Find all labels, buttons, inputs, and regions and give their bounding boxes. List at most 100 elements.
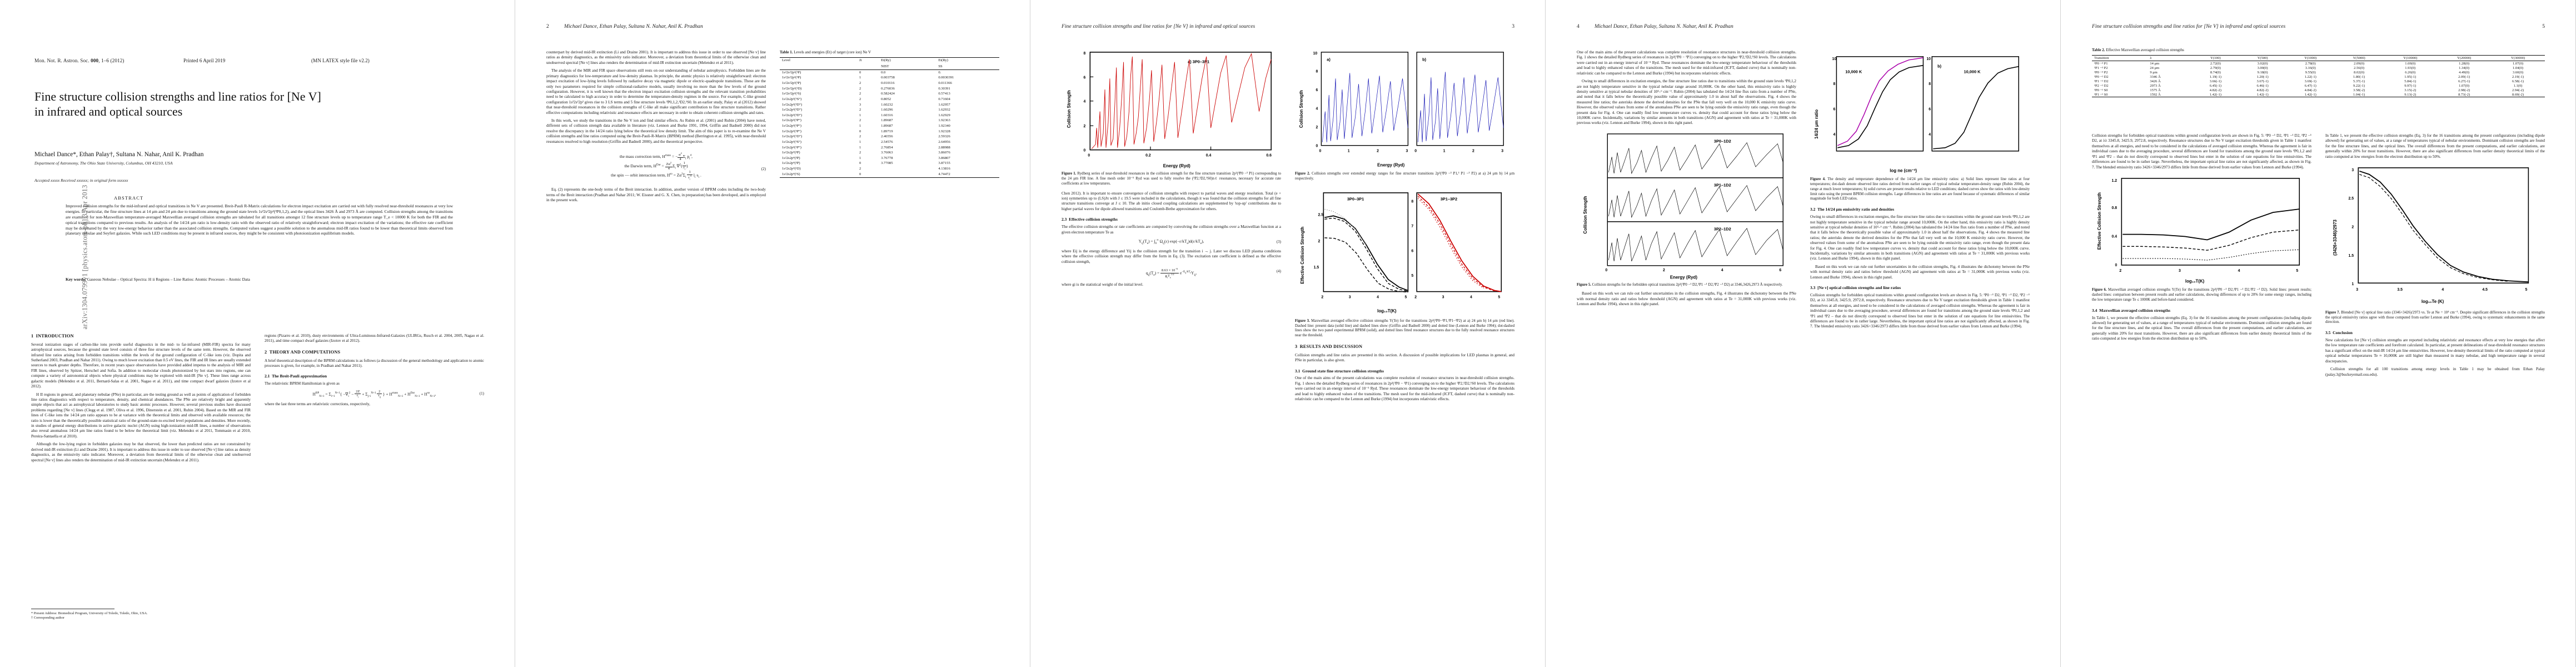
svg-text:1.5: 1.5 bbox=[1314, 266, 1319, 270]
svg-text:0.8: 0.8 bbox=[2112, 206, 2117, 210]
table1-cell-jt: 2 bbox=[859, 86, 861, 91]
page-2: 2 Michael Dance, Ethan Palay, Sultana N.… bbox=[515, 0, 1030, 667]
table1-cell-nist bbox=[879, 172, 936, 177]
table2-cell: 9.18(0) bbox=[2257, 70, 2268, 74]
table2-cell: 1.19(-1) bbox=[2209, 74, 2221, 79]
table2-cell: 1.42(-1) bbox=[2256, 92, 2269, 97]
table1-cell-nist: 3.77085 bbox=[881, 161, 893, 166]
table2-cell: 1575 Å bbox=[2150, 88, 2161, 92]
page2-column-right: Table 1. Levels and energies (Et) of tar… bbox=[780, 50, 999, 178]
svg-text:10: 10 bbox=[1832, 57, 1837, 61]
running-head: Fine structure collision strengths and l… bbox=[1062, 23, 1255, 29]
paragraph: Owing to small differences in excitation… bbox=[1810, 215, 2030, 261]
svg-text:2: 2 bbox=[1377, 150, 1379, 153]
fig4-ylabel: 14/24 μm ratio bbox=[1814, 109, 1819, 139]
table-row: ³P1 −¹ S0 1592 Å 1.42(-1) 1.42(-1) 1.42(-1) 1… bbox=[2092, 92, 2545, 97]
paragraph: Although the low-lying region in forbidd… bbox=[31, 442, 251, 462]
svg-text:0: 0 bbox=[1414, 150, 1417, 153]
table2-cell: 4.49(0) bbox=[2459, 70, 2470, 74]
table2-cell: 1.42(-1) bbox=[2304, 92, 2316, 97]
table1-cell-ss: 0.30391 bbox=[938, 86, 950, 91]
table2-cell: 5.37(-1) bbox=[2353, 79, 2365, 83]
table1-sub-0 bbox=[780, 64, 857, 70]
journal-reference: Mon. Not. R. Astron. Soc. 000, 1–6 (2012… bbox=[34, 58, 124, 63]
paragraph: In Table 1, we present the effective col… bbox=[2092, 315, 2311, 341]
table2-cell: 4.82(-2) bbox=[2256, 88, 2269, 92]
svg-text:2: 2 bbox=[1414, 295, 1417, 299]
table1-cell-level: 1s²2s2p³(¹D°) bbox=[782, 135, 803, 139]
fig2-ylabel: Collision Strength bbox=[1299, 90, 1304, 128]
table1-cell-nist bbox=[879, 167, 936, 172]
table2-cell: 1.07(0) bbox=[2513, 61, 2524, 66]
equation-tag: (4) bbox=[1276, 268, 1281, 273]
table1-cell-nist: 2.76854 bbox=[881, 145, 893, 150]
table2-cell: 9 μm bbox=[2150, 70, 2158, 74]
figure-2: Collision Strength Energy (Ryd) a) b) 0 1… bbox=[1295, 46, 1514, 182]
svg-text:6: 6 bbox=[1084, 76, 1086, 79]
table2-cell: 8.69(-2) bbox=[2512, 92, 2524, 97]
table1-cell-level: 1s²2s2p³(³P°) bbox=[782, 118, 801, 123]
latex-class-version: (MN LATEX style file v2.2) bbox=[311, 58, 370, 63]
subsection-heading-breit-pauli: 2.1 The Breit-Pauli approximation bbox=[265, 374, 327, 379]
fig4-plot: 14/24 μm ratio log ne (cm⁻³) b) 10,000 K… bbox=[1810, 51, 2030, 177]
svg-text:1: 1 bbox=[1348, 150, 1350, 153]
running-head: Fine structure collision strengths and l… bbox=[2092, 23, 2286, 29]
table1-cell-nist: 2.54576 bbox=[881, 140, 893, 144]
page-3: Fine structure collision strengths and l… bbox=[1030, 0, 1546, 667]
paragraph: One of the main aims of the present calc… bbox=[1295, 376, 1514, 402]
subsection-heading-conclusion: 3.5 Conclusion bbox=[2325, 330, 2353, 336]
svg-text:2: 2 bbox=[1318, 240, 1320, 243]
svg-text:6: 6 bbox=[1316, 88, 1318, 92]
table2-cell: 6.45(-1) bbox=[2209, 83, 2221, 88]
svg-text:0: 0 bbox=[1319, 150, 1321, 153]
subsection-heading-optical: 3.3 [Ne v] optical collision strengths a… bbox=[1810, 285, 1901, 291]
fig6-ylabel: Effective Collision Strength bbox=[2097, 192, 2102, 250]
table1-cell-ss: 1.92340 bbox=[938, 124, 950, 128]
table2-cell: 2.09(-1) bbox=[2458, 74, 2470, 79]
running-head: Michael Dance, Ethan Palay, Sultana N. N… bbox=[1595, 23, 1733, 29]
table-subheader-row: NIST SS bbox=[780, 64, 999, 70]
table2-cell: ³P1 −¹ S0 bbox=[2094, 92, 2108, 97]
paragraph: New calculations for [Ne v] collision st… bbox=[2325, 338, 2545, 364]
svg-text:7: 7 bbox=[1411, 225, 1413, 228]
table1-cell-ss: 4.74472 bbox=[938, 172, 950, 176]
table-row: 1s²2s2p⁴(³P) 1 3.76778 3.86807 bbox=[780, 156, 999, 161]
table2-cell: ³P1 −³ P2 bbox=[2094, 66, 2108, 70]
table1-cell-level: 1s²2s2p³(¹P°) bbox=[782, 145, 801, 150]
table-row: ³P0 −¹ D2 3346 Å 1.19(-1) 1.20(-1) 1.22(-1) 1… bbox=[2092, 74, 2545, 79]
table2-cell: 1.28(0) bbox=[2459, 61, 2470, 66]
table-row: ³P1 −³ P2 24 μm 2.79(0) 3.00(0) 3.16(0) 2.56(… bbox=[2092, 66, 2545, 70]
table1-cell-jt: 1 bbox=[859, 113, 861, 117]
svg-text:4: 4 bbox=[1721, 268, 1723, 272]
equation-2: the mass correction term, Hmass = − α2 4 Σi… bbox=[611, 152, 766, 181]
table1-cell-level: 1s²2s²2p²(¹S) bbox=[782, 92, 801, 96]
table2-cell: 9.55(0) bbox=[2305, 70, 2316, 74]
page-title: Fine structure collision strengths and l… bbox=[34, 89, 487, 120]
figure-7-caption: Figure 7. Blended [Ne v] optical line ra… bbox=[2325, 311, 2545, 325]
table2-cell: 1.20(-1) bbox=[2256, 74, 2269, 79]
paragraph: H II regions in general, and planetary n… bbox=[31, 392, 251, 439]
table1-body: 1s²2s²2p²(³P) 0 0.0 0. 1s²2s²2p²(³P) 1 0.00375… bbox=[780, 69, 999, 178]
table-row: 1s²2s2p³(¹D°) 2 2.46556 2.59326 bbox=[780, 135, 999, 140]
figure-7: (3426+3346)/2973 log₁₀Te (K) 3 3.5 4 4.5 5… bbox=[2325, 162, 2545, 326]
figure-4-caption: Figure 4. The density and temperature de… bbox=[1810, 177, 2030, 202]
table2-cell: 3.16(0) bbox=[2305, 66, 2316, 70]
table1-cell-jt: 1 bbox=[859, 124, 861, 128]
table1-col-et-nist: Et(Ry) bbox=[881, 58, 891, 63]
page5-column-right: In Table 1, we present the effective col… bbox=[2325, 133, 2545, 380]
svg-text:5: 5 bbox=[1405, 295, 1407, 299]
fig3-tag-b: 3P1–3P2 bbox=[1441, 196, 1457, 201]
footnote: * Present Address: Biomedical Program, U… bbox=[31, 611, 148, 620]
table2-cell: 3.15(-2) bbox=[2404, 88, 2416, 92]
table2-cell: 6.58(-1) bbox=[2512, 79, 2524, 83]
table2-cell: 2.94(-2) bbox=[2512, 88, 2524, 92]
table2-caption: Table 2. Effective Maxwellian averaged c… bbox=[2092, 48, 2545, 53]
table1-cell-level: 1s²2s2p³(³S°) bbox=[782, 140, 801, 144]
table1-cell-nist: 0.0 bbox=[881, 70, 886, 74]
author-list: Michael Dance*, Ethan Palay†, Sultana N.… bbox=[34, 151, 204, 158]
svg-text:6: 6 bbox=[1929, 108, 1931, 112]
subsection-heading-effective-cs: 2.3 Effective collision strengths bbox=[1062, 217, 1118, 222]
table1-cell-nist: 0.276036 bbox=[881, 86, 895, 91]
table2-cell: 3.67(-1) bbox=[2256, 79, 2269, 83]
fig2-tag-a: a) bbox=[1327, 57, 1331, 62]
